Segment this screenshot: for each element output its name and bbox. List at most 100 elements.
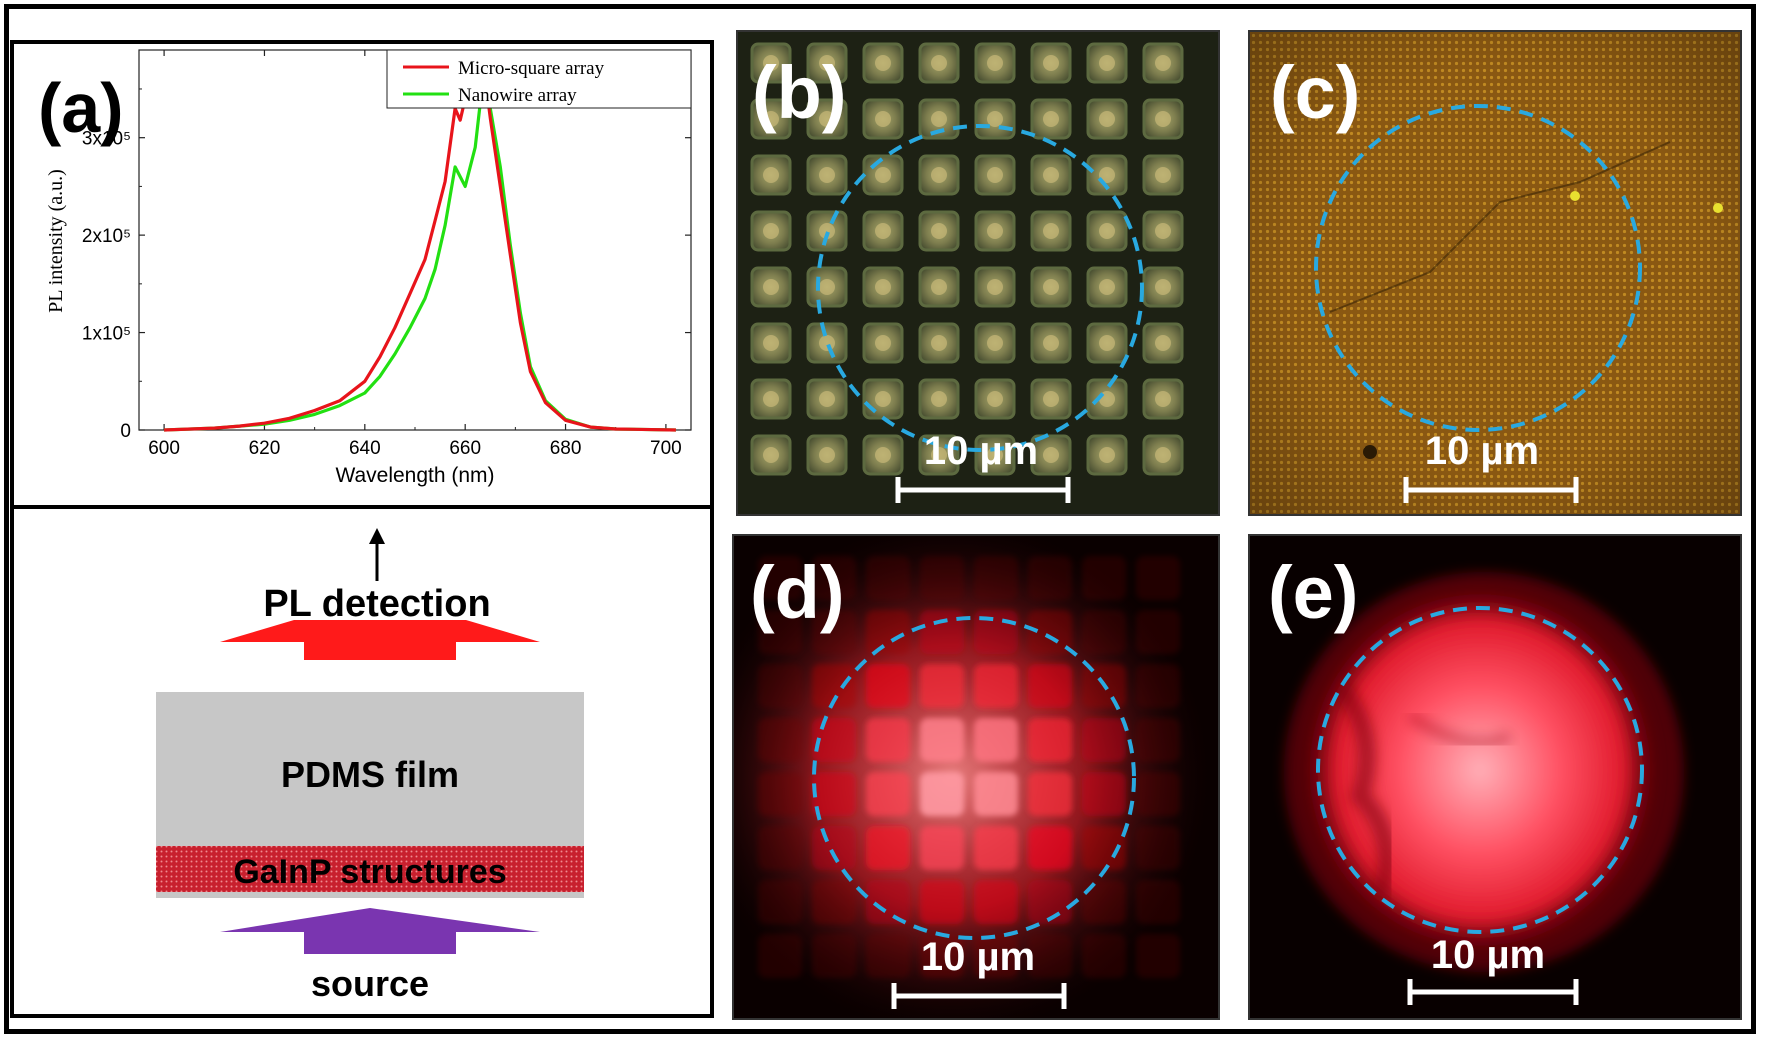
micro-square-center bbox=[1099, 279, 1115, 295]
series-line-nanowire-array bbox=[164, 97, 676, 432]
micro-square-center bbox=[875, 335, 891, 351]
detection-arrow bbox=[220, 620, 540, 660]
micro-square-center bbox=[875, 55, 891, 71]
panel-b-dashed-circle bbox=[816, 124, 1144, 452]
panel-e-dashed-circle bbox=[1316, 606, 1644, 934]
pl-square bbox=[1028, 556, 1072, 600]
panel-d-scale-bar bbox=[891, 983, 1067, 1009]
panel-d-scale-label: 10 µm bbox=[921, 935, 1035, 979]
panel-a-label: (a) bbox=[38, 69, 124, 147]
pl-square bbox=[974, 880, 1018, 924]
pl-square bbox=[758, 610, 802, 654]
pl-square bbox=[758, 556, 802, 600]
micro-square-center bbox=[1043, 167, 1059, 183]
pl-square bbox=[1082, 556, 1126, 600]
panel-c: (c) 10 µm bbox=[1248, 30, 1742, 516]
x-tick-label: 680 bbox=[550, 438, 582, 459]
panel-e-label: (e) bbox=[1268, 551, 1358, 634]
pl-square bbox=[1028, 610, 1072, 654]
micro-square-center bbox=[1155, 223, 1171, 239]
micro-square-center bbox=[931, 167, 947, 183]
panel-b-scale-bar bbox=[895, 477, 1071, 503]
micro-square-center bbox=[1043, 335, 1059, 351]
micro-square-center bbox=[987, 167, 1003, 183]
y-tick-label: 2x10⁵ bbox=[82, 226, 131, 247]
pl-square bbox=[812, 934, 856, 978]
y-tick-label: 1x10⁵ bbox=[82, 324, 131, 345]
pl-square bbox=[1028, 934, 1072, 978]
panel-c-dark-spot bbox=[1363, 445, 1377, 459]
panel-a: (a) 600 620 640 660 680 700 0 1x10⁵ 2x10⁵ 3x10⁵ … bbox=[10, 40, 714, 1018]
micro-square-center bbox=[1155, 167, 1171, 183]
legend-label-micro-square: Micro-square array bbox=[458, 58, 605, 79]
pl-square bbox=[1136, 718, 1180, 762]
pl-square bbox=[1082, 610, 1126, 654]
pl-square bbox=[1136, 934, 1180, 978]
gainp-layer bbox=[156, 846, 584, 892]
pl-square bbox=[1028, 718, 1072, 762]
panel-d-dashed-circle bbox=[812, 616, 1136, 940]
pl-square bbox=[974, 772, 1018, 816]
micro-square-center bbox=[1155, 55, 1171, 71]
panel-a-divider bbox=[14, 505, 710, 509]
micro-square-center bbox=[1043, 391, 1059, 407]
micro-square-center bbox=[1099, 167, 1115, 183]
pl-square bbox=[1136, 772, 1180, 816]
substrate-strip bbox=[156, 892, 584, 898]
micro-square-center bbox=[987, 279, 1003, 295]
micro-square-center bbox=[763, 279, 779, 295]
pl-square bbox=[866, 934, 910, 978]
setup-schematic: PL detection PDMS film GaInP structures … bbox=[156, 528, 584, 1004]
micro-square-center bbox=[763, 447, 779, 463]
pl-square bbox=[920, 664, 964, 708]
micro-square-center bbox=[987, 391, 1003, 407]
pl-square bbox=[866, 664, 910, 708]
pl-square bbox=[1136, 610, 1180, 654]
micro-square-center bbox=[1099, 223, 1115, 239]
micro-square-center bbox=[875, 279, 891, 295]
micro-square-center bbox=[1099, 335, 1115, 351]
micro-square-center bbox=[1043, 55, 1059, 71]
pl-square bbox=[974, 934, 1018, 978]
pl-square bbox=[866, 718, 910, 762]
pl-square bbox=[974, 664, 1018, 708]
panel-e-image: (e) 10 µm bbox=[1268, 551, 1684, 1005]
micro-square-center bbox=[987, 335, 1003, 351]
pl-square bbox=[812, 772, 856, 816]
pl-square bbox=[812, 664, 856, 708]
micro-square-center bbox=[1043, 279, 1059, 295]
micro-square-center bbox=[763, 55, 779, 71]
micro-square-center bbox=[987, 111, 1003, 127]
pl-square bbox=[920, 718, 964, 762]
pl-square bbox=[920, 826, 964, 870]
pl-square bbox=[758, 664, 802, 708]
micro-square-center bbox=[763, 167, 779, 183]
y-axis-label: PL intensity (a.u.) bbox=[45, 169, 67, 313]
legend-label-nanowire: Nanowire array bbox=[458, 85, 577, 106]
panel-d: (d) 10 µm bbox=[732, 534, 1220, 1020]
micro-square-center bbox=[819, 335, 835, 351]
pl-square bbox=[920, 880, 964, 924]
x-tick-label: 620 bbox=[249, 438, 281, 459]
micro-square-center bbox=[819, 167, 835, 183]
pl-square bbox=[758, 772, 802, 816]
panel-c-bright-spot bbox=[1570, 191, 1580, 201]
micro-square-center bbox=[1155, 447, 1171, 463]
panel-b-scale-label: 10 µm bbox=[924, 429, 1038, 473]
pl-square bbox=[974, 556, 1018, 600]
pl-square bbox=[1028, 664, 1072, 708]
pl-square bbox=[758, 934, 802, 978]
panel-c-defect-line bbox=[1329, 141, 1671, 313]
micro-square-center bbox=[819, 447, 835, 463]
pl-square bbox=[974, 826, 1018, 870]
micro-square-center bbox=[875, 447, 891, 463]
pl-square bbox=[866, 880, 910, 924]
pdms-film-label: PDMS film bbox=[281, 754, 459, 795]
micro-square-center bbox=[1155, 391, 1171, 407]
pl-square bbox=[920, 934, 964, 978]
panel-e: (e) 10 µm bbox=[1248, 534, 1742, 1020]
micro-square-center bbox=[987, 223, 1003, 239]
micro-square-center bbox=[875, 167, 891, 183]
micro-square-center bbox=[931, 55, 947, 71]
gainp-structures-label: GaInP structures bbox=[233, 853, 506, 891]
